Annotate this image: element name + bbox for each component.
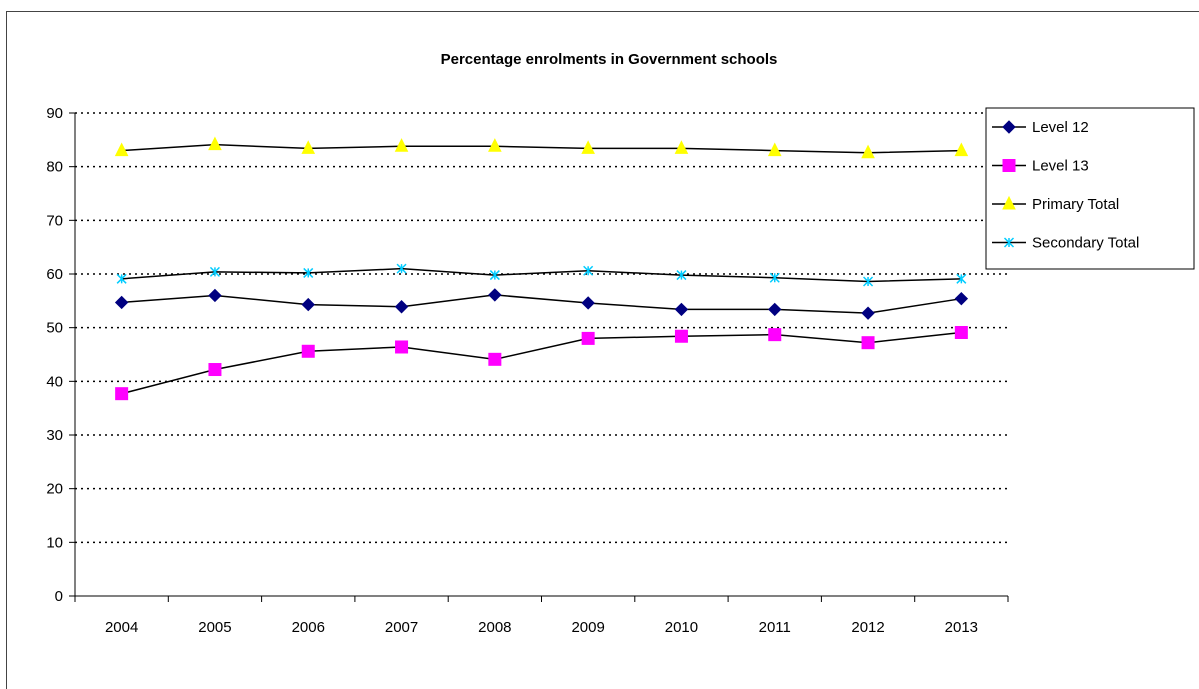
data-point (767, 142, 782, 157)
x-tick-label: 2011 (759, 619, 791, 636)
data-point (301, 297, 315, 312)
y-tick-label: 50 (46, 320, 63, 337)
data-point (394, 300, 409, 314)
legend-label: Secondary Total (1032, 235, 1139, 252)
legend-marker (1002, 159, 1016, 172)
data-point (674, 302, 689, 317)
legend-marker (1002, 195, 1016, 210)
data-point (394, 138, 409, 152)
data-point (676, 270, 687, 281)
data-point (301, 344, 315, 358)
data-point (769, 272, 780, 283)
x-tick-label: 2010 (665, 619, 698, 636)
y-tick-label: 0 (55, 588, 63, 605)
legend: Level 12 Level 13 Primary Total Secondary T… (985, 107, 1195, 270)
data-point (861, 306, 875, 320)
data-point (581, 331, 595, 345)
legend-label: Level 12 (1032, 119, 1089, 136)
data-point (954, 325, 968, 339)
data-point (115, 387, 129, 401)
x-tick-label: 2008 (478, 619, 511, 636)
y-tick-label: 70 (46, 212, 63, 229)
y-tick-label: 30 (46, 427, 63, 444)
x-tick-label: 2012 (851, 619, 884, 636)
data-point (208, 136, 222, 151)
series-line (121, 294, 962, 314)
data-point (116, 273, 127, 284)
x-tick-label: 2009 (571, 619, 604, 636)
gridlines (75, 112, 1008, 544)
x-tick-label: 2007 (385, 619, 418, 636)
data-point (209, 266, 220, 277)
data-point (488, 288, 502, 302)
data-point (674, 140, 689, 154)
legend-label: Primary Total (1032, 196, 1119, 213)
y-tick-label: 60 (46, 266, 63, 283)
y-tick-label: 90 (46, 105, 63, 122)
data-point (583, 265, 594, 276)
data-point (488, 352, 502, 366)
chart-title: Percentage enrolments in Government scho… (441, 51, 778, 68)
y-tick-label: 10 (46, 534, 63, 551)
series-primary-total (114, 136, 969, 159)
data-point (861, 336, 875, 350)
legend-item: Level 12 (992, 119, 1089, 136)
legend-item: Level 13 (992, 158, 1089, 175)
data-point (674, 329, 688, 343)
legend-label: Level 13 (1032, 158, 1089, 175)
series-layer (114, 136, 969, 401)
series-line (121, 267, 962, 283)
data-point (488, 138, 502, 152)
y-tick-label: 40 (46, 373, 63, 390)
data-point (301, 140, 316, 154)
series-line (121, 143, 962, 154)
series-line (121, 331, 962, 395)
data-point (114, 142, 129, 157)
x-tick-label: 2004 (105, 619, 138, 636)
legend-marker (1002, 120, 1016, 134)
y-tick-label: 20 (46, 481, 63, 498)
data-point (208, 288, 222, 303)
data-point (114, 295, 129, 310)
data-point (581, 140, 595, 154)
series-level-13 (115, 325, 968, 401)
data-point (303, 267, 314, 278)
legend-item: Secondary Total (992, 235, 1139, 252)
series-secondary-total (116, 263, 967, 287)
data-point (208, 363, 222, 377)
data-point (863, 276, 874, 287)
data-point (954, 291, 969, 306)
data-point (861, 144, 875, 159)
data-point (768, 328, 782, 342)
data-point (489, 270, 500, 281)
data-point (954, 142, 969, 157)
x-tick-label: 2005 (198, 619, 231, 636)
data-point (395, 340, 409, 354)
legend-marker (1003, 237, 1015, 248)
x-tick-label: 2006 (292, 619, 325, 636)
data-point (581, 296, 595, 310)
axes: 0 10 20 30 40 50 60 70 80 90 2004 2005 2006 2007 2008 2… (46, 105, 1009, 636)
data-point (768, 302, 782, 317)
series-level-12 (114, 288, 969, 320)
y-tick-label: 80 (46, 159, 63, 176)
data-point (956, 273, 967, 284)
x-tick-label: 2013 (945, 619, 978, 636)
data-point (396, 263, 407, 274)
legend-item: Primary Total (992, 195, 1119, 213)
chart-frame (6, 11, 1199, 689)
